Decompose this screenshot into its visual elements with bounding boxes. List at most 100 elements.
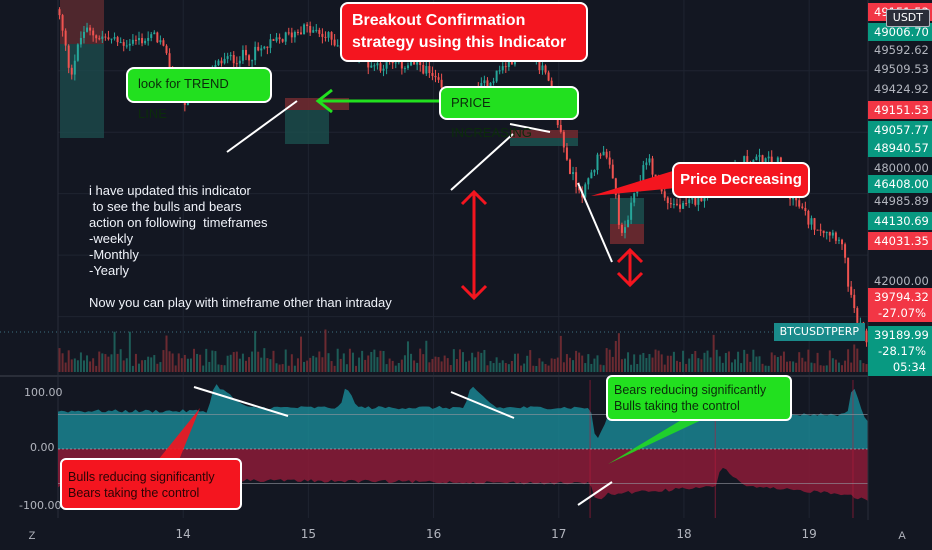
volume-bar [523,363,526,372]
volume-bar [850,362,853,372]
volume-bar [425,340,428,372]
volume-bar [633,354,636,372]
price-axis-label: 49509.53 [874,62,929,76]
zone-green [285,110,329,144]
volume-bar [605,348,608,372]
volume-bar [382,350,385,372]
volume-bar [95,365,98,372]
candle-body [113,37,116,39]
candle-body [819,229,822,231]
candle-body [669,203,672,205]
volume-bar [339,358,342,372]
candle-body [296,31,299,33]
volume-bar [752,349,755,372]
zone-red [610,224,644,244]
volume-bar [348,348,351,372]
volume-bar [672,351,675,372]
volume-bar [410,353,413,372]
candle-body [504,66,507,68]
candle-body [498,70,501,72]
candle-body [679,204,682,209]
candle-body [309,25,312,33]
volume-bar [844,360,847,372]
candle-body [214,65,217,68]
volume-bar [199,354,202,372]
indicator-axis-label-0: 0.00 [30,441,55,454]
candle-body [703,196,706,202]
price-axis-label: 49592.62 [874,43,929,57]
candle-body [379,63,382,71]
candle-body [275,37,278,41]
volume-bar [688,358,691,372]
price-axis-label: 49424.92 [874,82,929,96]
volume-bar [685,363,688,372]
candle-body [642,165,645,182]
volume-bar [397,363,400,372]
volume-bar [205,348,208,372]
volume-bar [244,360,247,372]
volume-bar [214,351,217,372]
volume-bar [107,356,110,372]
trend-line [509,123,551,133]
volume-bar [122,360,125,372]
candle-body [107,37,110,40]
volume-bar [416,362,419,372]
candle-body [565,147,568,160]
candle-body [336,45,339,47]
volume-bar [446,358,449,372]
volume-bar [578,352,581,372]
volume-bar [865,364,868,372]
volume-bar [507,364,510,372]
candle-body [666,197,669,204]
candle-body [293,31,296,38]
volume-bar [801,357,804,372]
volume-bar [361,350,364,372]
candle-body [844,244,847,258]
candle-body [300,32,302,35]
candle-body [61,15,64,31]
candle-body [76,44,79,61]
volume-bar [125,358,128,372]
volume-bar [67,350,70,372]
candle-body [633,193,636,203]
auto-scale-icon[interactable]: A [898,530,906,542]
volume-bar [116,353,119,372]
volume-bar [306,360,309,372]
candle-body [584,184,587,198]
volume-bar [238,358,241,372]
candle-body [128,43,131,46]
volume-bar [599,364,602,372]
volume-bar [532,365,535,372]
volume-bar [526,355,529,372]
candle-body [831,232,834,236]
candle-body [672,203,675,205]
candle-body [630,202,633,220]
pane-separator[interactable] [0,375,868,377]
volume-bar [452,349,455,372]
volume-bar [336,348,339,372]
zone-red [510,130,578,138]
volume-bar [593,358,596,372]
volume-bar [795,362,798,372]
candle-body [538,59,541,71]
candle-body [312,30,315,33]
candle-body [834,232,837,241]
volume-bar [828,350,831,372]
volume-bar [697,358,700,372]
timezone-toggle-icon[interactable]: Z [28,530,36,542]
bulls-reducing-callout: Bulls reducing significantly Bears takin… [60,458,242,510]
volume-bar [113,331,116,372]
candle-body [58,9,61,16]
candle-body [251,60,254,62]
candle-body [144,40,147,44]
currency-badge[interactable]: USDT [885,9,930,27]
volume-bar [471,352,474,372]
volume-bar [458,349,461,372]
volume-bar [639,354,642,372]
volume-bar [550,358,553,372]
title-callout: Breakout Confirmation strategy using thi… [340,2,588,62]
volume-bar [220,364,223,372]
volume-bar [504,363,507,372]
time-axis-label: 18 [676,527,692,541]
price-axis-label: 39794.32 [868,288,932,306]
